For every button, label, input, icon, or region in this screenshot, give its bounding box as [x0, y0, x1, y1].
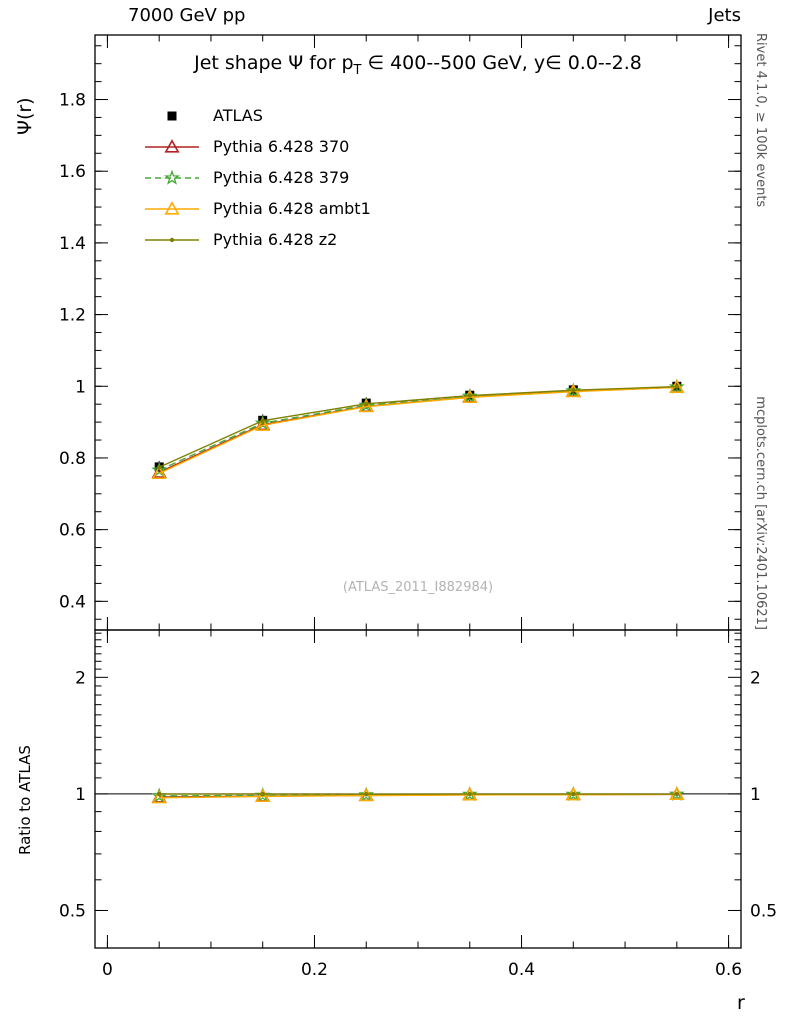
svg-text:2: 2 — [75, 668, 86, 688]
svg-text:0.5: 0.5 — [750, 901, 777, 921]
plot-title-subscript: T — [353, 62, 362, 78]
plot-title-pre: Jet shape Ψ for p — [194, 52, 354, 74]
svg-text:0.2: 0.2 — [301, 960, 328, 980]
legend-marker — [145, 237, 199, 242]
legend-item: Pythia 6.428 379 — [143, 162, 371, 193]
mcplots-arxiv-note: mcplots.cern.ch [arXiv:2401.10621] — [753, 396, 768, 630]
svg-text:0.8: 0.8 — [59, 449, 86, 469]
svg-text:1: 1 — [75, 785, 86, 805]
legend-item: Pythia 6.428 ambt1 — [143, 193, 371, 224]
analysis-id-watermark: (ATLAS_2011_I882984) — [342, 580, 494, 595]
legend: ATLAS Pythia 6.428 370 Pythia 6.428 379 Pyt… — [143, 100, 371, 255]
plot-title: Jet shape Ψ for pT ∈ 400--500 GeV, y∈ 0.… — [95, 52, 741, 78]
legend-item: Pythia 6.428 z2 — [143, 224, 371, 255]
legend-label: ATLAS — [213, 106, 263, 125]
legend-item: Pythia 6.428 370 — [143, 131, 371, 162]
svg-text:0.6: 0.6 — [715, 960, 742, 980]
svg-text:0: 0 — [102, 960, 113, 980]
process-label: Jets — [708, 5, 741, 26]
y-axis-label-ratio: Ratio to ATLAS — [16, 745, 34, 855]
plot-title-post: ∈ 400--500 GeV, y∈ 0.0--2.8 — [361, 52, 642, 74]
svg-text:0.4: 0.4 — [59, 592, 86, 612]
legend-label: Pythia 6.428 z2 — [213, 230, 338, 249]
y-axis-label-main: Ψ(r) — [14, 97, 36, 135]
svg-text:0.6: 0.6 — [59, 521, 86, 541]
legend-marker — [145, 200, 199, 215]
svg-text:1: 1 — [75, 377, 86, 397]
legend-item: ATLAS — [143, 100, 371, 131]
svg-text:1.8: 1.8 — [59, 91, 86, 111]
svg-text:0.5: 0.5 — [59, 901, 86, 921]
beam-energy-label: 7000 GeV pp — [128, 5, 246, 26]
svg-text:1.4: 1.4 — [59, 234, 86, 254]
svg-text:0.4: 0.4 — [508, 960, 535, 980]
svg-text:1.2: 1.2 — [59, 306, 86, 326]
rivet-version-note: Rivet 4.1.0, ≥ 100k events — [753, 33, 768, 208]
legend-label: Pythia 6.428 370 — [213, 137, 350, 156]
legend-label: Pythia 6.428 379 — [213, 168, 350, 187]
legend-label: Pythia 6.428 ambt1 — [213, 199, 371, 218]
x-axis-label: r — [737, 992, 745, 1014]
legend-marker — [167, 111, 177, 120]
svg-text:1.6: 1.6 — [59, 162, 86, 182]
svg-text:1: 1 — [750, 785, 761, 805]
svg-text:2: 2 — [750, 668, 761, 688]
legend-marker — [145, 169, 199, 185]
legend-marker — [145, 138, 199, 153]
